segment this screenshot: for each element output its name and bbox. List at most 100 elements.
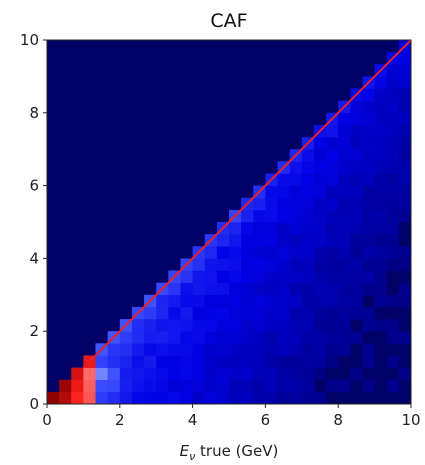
heatmap-cell — [131, 355, 145, 368]
heatmap-cell — [192, 306, 206, 320]
heatmap-cell — [386, 294, 400, 308]
heatmap-cell — [156, 294, 169, 308]
heatmap-cell — [313, 185, 327, 199]
heatmap-cell — [313, 173, 327, 186]
heatmap-cell — [362, 137, 375, 150]
heatmap-cell — [192, 343, 206, 356]
heatmap-cell — [313, 319, 327, 332]
heatmap-cell — [180, 379, 193, 393]
heatmap-cell — [289, 306, 303, 320]
heatmap-cell — [265, 197, 278, 211]
heatmap-cell — [241, 355, 254, 368]
heatmap-cell — [289, 234, 303, 247]
heatmap-cell — [131, 343, 145, 356]
heatmap-cell — [374, 88, 388, 101]
heatmap-cell — [192, 270, 206, 283]
heatmap-cell — [398, 64, 412, 77]
heatmap-cell — [168, 355, 181, 368]
heatmap-cell — [326, 331, 339, 344]
heatmap-cell — [313, 222, 327, 235]
heatmap-cell — [229, 319, 242, 332]
heatmap-cell — [398, 161, 412, 174]
heatmap-cell — [241, 391, 254, 405]
heatmap-cell — [350, 234, 363, 247]
heatmap-cell — [204, 367, 218, 381]
x-axis: 0 2 4 6 8 10 — [42, 404, 421, 429]
heatmap-cell — [398, 209, 412, 223]
heatmap-cell — [265, 185, 278, 199]
heatmap-cell — [350, 306, 363, 320]
heatmap-cell — [144, 331, 157, 344]
heatmap-cell — [301, 222, 315, 235]
heatmap-cell — [326, 282, 339, 296]
heatmap-cell — [350, 331, 363, 344]
heatmap-cell — [338, 161, 351, 174]
heatmap-cell — [398, 185, 412, 199]
y-tick-label: 2 — [29, 322, 39, 340]
heatmap-cell — [386, 246, 400, 259]
heatmap-cell — [277, 282, 290, 296]
heatmap-cell — [265, 306, 278, 320]
heatmap-cell — [289, 391, 303, 405]
y-tick-label: 0 — [29, 395, 39, 413]
heatmap-cell — [265, 294, 278, 308]
heatmap-cell — [131, 391, 145, 405]
heatmap-cell — [338, 282, 351, 296]
heatmap-cell — [386, 185, 400, 199]
heatmap-cell — [180, 343, 193, 356]
heatmap-cell — [229, 367, 242, 381]
heatmap-cell — [241, 270, 254, 283]
heatmap-cell — [362, 234, 375, 247]
heatmap-cell — [59, 391, 72, 405]
heatmap-cell — [301, 282, 315, 296]
heatmap-cell — [253, 331, 266, 344]
heatmap-cell — [107, 343, 121, 356]
heatmap-cell — [326, 319, 339, 332]
heatmap-cell — [350, 246, 363, 259]
plot-frame — [46, 39, 412, 405]
heatmap-cell — [386, 124, 400, 138]
heatmap-cell — [216, 294, 230, 308]
heatmap-cell — [119, 331, 133, 344]
heatmap-cell — [398, 149, 412, 162]
heatmap-cell — [289, 367, 303, 381]
heatmap-cell — [326, 209, 339, 223]
heatmap-cell — [71, 379, 84, 393]
heatmap-cell — [338, 331, 351, 344]
heatmap-cell — [289, 258, 303, 271]
heatmap-cell — [338, 234, 351, 247]
heatmap-cell — [180, 294, 193, 308]
heatmap-cell — [301, 258, 315, 271]
heatmap-cell — [216, 306, 230, 320]
heatmap-cell — [350, 282, 363, 296]
heatmap-cell — [398, 258, 412, 271]
heatmap-cell — [47, 391, 60, 405]
heatmap-cell — [326, 258, 339, 271]
heatmap-cell — [241, 282, 254, 296]
heatmap-cell — [362, 88, 375, 101]
heatmap-cell — [107, 355, 121, 368]
heatmap-cell — [71, 367, 84, 381]
heatmap-cell — [253, 246, 266, 259]
heatmap-cell — [156, 355, 169, 368]
heatmap-cell — [374, 234, 388, 247]
heatmap-cell — [313, 161, 327, 174]
heatmap-cell — [95, 367, 108, 381]
x-tick-label: 10 — [401, 411, 420, 429]
heatmap-cell — [265, 343, 278, 356]
heatmap-cell — [119, 367, 133, 381]
heatmap-cell — [168, 379, 181, 393]
heatmap-cell — [253, 367, 266, 381]
heatmap-cell — [277, 319, 290, 332]
heatmap-cell — [168, 343, 181, 356]
heatmap-cell — [131, 379, 145, 393]
heatmap-cell — [289, 282, 303, 296]
heatmap-cell — [301, 197, 315, 211]
heatmap-cell — [156, 379, 169, 393]
heatmap-cell — [313, 331, 327, 344]
chart-title: CAF — [210, 10, 247, 32]
heatmap-cell — [180, 355, 193, 368]
heatmap-cell — [289, 246, 303, 259]
heatmap-cell — [277, 173, 290, 186]
